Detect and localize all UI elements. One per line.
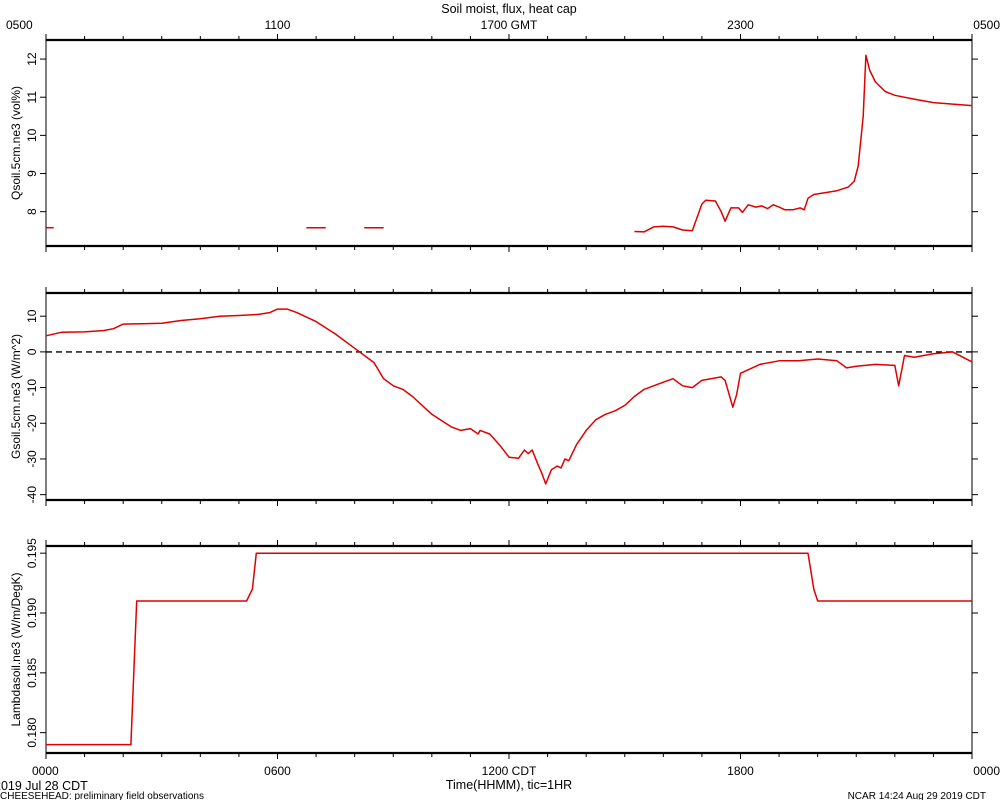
top-axis-tick-label: 1100 [265, 18, 291, 32]
date-label: 2019 Jul 28 CDT [0, 779, 88, 793]
y-tick-label: 0.195 [25, 538, 39, 568]
y-tick-label: 10 [25, 309, 39, 323]
soil-thermal-conductivity-series-line [46, 552, 972, 746]
y-tick-label: 0.185 [25, 657, 39, 687]
y-tick-label: 0 [25, 348, 39, 355]
credit-label: NCAR 14:24 Aug 29 2019 CDT [848, 791, 986, 800]
top-axis-tick-labels: 0500 1100 1700 GMT 2300 0500 [6, 18, 1000, 32]
y-axis-label: Lambdasoil.ne3 (W/m/DegK) [9, 572, 23, 726]
y-tick-label: 11 [25, 91, 39, 104]
x-axis-label: Time(HHMM), tic=1HR [446, 778, 572, 792]
y-axis-label: Qsoil.5cm.ne3 (vol%) [9, 86, 23, 200]
y-axis-label: Gsoil.5cm.ne3 (W/m^2) [9, 334, 23, 459]
y-tick-label: 10 [25, 128, 39, 142]
y-tick-label: -20 [25, 414, 39, 432]
y-tick-label: 0.180 [25, 717, 39, 747]
bottom-axis-tick-label: 1200 CDT [482, 764, 537, 778]
y-tick-label: -40 [25, 486, 39, 504]
soil-heat-flux-series-line [45, 308, 973, 485]
y-tick-label: 12 [25, 52, 39, 66]
y-tick-label: 0.190 [25, 598, 39, 628]
top-axis-tick-label: 0500 [973, 18, 1000, 32]
bottom-axis-tick-label: 0000 [32, 764, 59, 778]
top-axis-tick-label: 2300 [727, 18, 754, 32]
chart-title: Soil moist, flux, heat cap [441, 2, 577, 16]
top-axis-tick-label: 0500 [6, 18, 33, 32]
bottom-axis-tick-label: 0000 [973, 764, 1000, 778]
soil-moisture-panel: 8 9 10 11 12 Qsoil.5cm.ne3 (vol%) [9, 34, 978, 252]
chart-panels: 8 9 10 11 12 Qsoil.5cm.ne3 (vol%) -40 -30 -20 -10… [9, 34, 978, 759]
y-tick-label: -10 [25, 379, 39, 397]
soil-moisture-series-line [634, 54, 973, 233]
bottom-axis-tick-label: 1800 [727, 764, 754, 778]
top-axis-tick-label: 1700 GMT [481, 18, 538, 32]
project-label: CHEESEHEAD: preliminary field observatio… [0, 791, 204, 800]
y-tick-label: 9 [25, 170, 39, 177]
y-tick-label: 8 [25, 208, 39, 215]
y-tick-label: -30 [25, 450, 39, 468]
bottom-axis-tick-labels: 0000 0600 1200 CDT 1800 0000 [32, 764, 1000, 778]
bottom-axis-tick-label: 0600 [264, 764, 291, 778]
